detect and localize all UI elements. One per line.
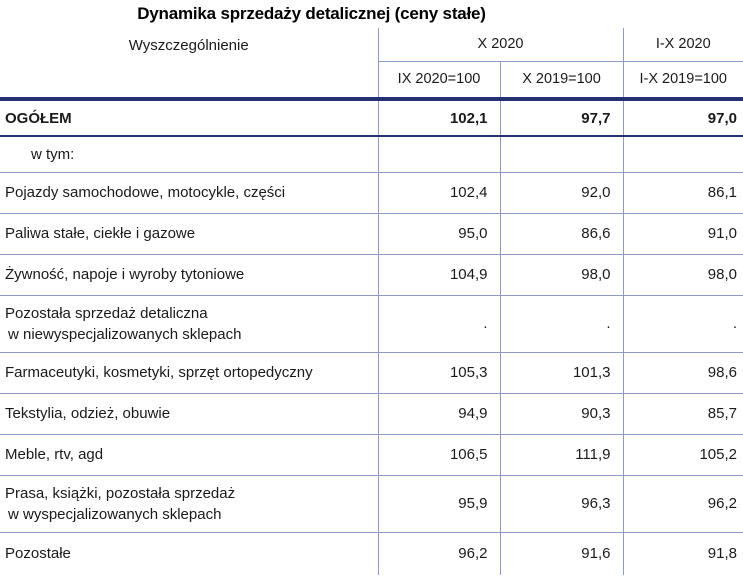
value-cell: .	[377, 295, 500, 353]
row-label: Prasa, książki, pozostała sprzedaż w wys…	[0, 475, 378, 533]
value-cell: 91,0	[622, 213, 743, 255]
row-label-line2: w niewyspecjalizowanych sklepach	[8, 325, 242, 343]
value-cell	[377, 136, 500, 173]
table-row: Paliwa stałe, ciekłe i gazowe 95,0 86,6 …	[0, 213, 743, 255]
retail-sales-table: Wyszczególnienie X 2020 I-X 2020 IX 2020…	[0, 28, 743, 575]
row-label: Pozostałe	[5, 545, 71, 563]
value-cell: 98,6	[622, 352, 743, 394]
column-header-x-2019-100: X 2019=100	[499, 61, 623, 101]
row-label: Pozostała sprzedaż detaliczna w niewyspe…	[0, 295, 378, 353]
column-group-x-2020: X 2020	[377, 28, 623, 62]
value-cell: 90,3	[499, 393, 623, 435]
title-area: Dynamika sprzedaży detalicznej (ceny sta…	[0, 0, 623, 28]
row-label-line2: w wyspecjalizowanych sklepach	[8, 505, 222, 523]
value-cell: 86,1	[622, 172, 743, 214]
table-row: Pozostałe 96,2 91,6 91,8	[0, 532, 743, 575]
value-cell	[499, 136, 623, 173]
value-cell: 96,2	[622, 475, 743, 533]
value-cell: 95,9	[377, 475, 500, 533]
value-cell: 105,2	[622, 434, 743, 476]
value-cell: 98,0	[622, 254, 743, 296]
value-cell: 85,7	[622, 393, 743, 435]
row-label: Tekstylia, odzież, obuwie	[0, 393, 378, 435]
value-cell: 106,5	[377, 434, 500, 476]
header-row-subcolumns: IX 2020=100 X 2019=100 I-X 2019=100	[0, 61, 743, 101]
value-cell: 104,9	[377, 254, 500, 296]
row-label: Pojazdy samochodowe, motocykle, części	[0, 172, 378, 214]
value-cell: 97,7	[499, 99, 623, 137]
value-cell: 96,2	[377, 532, 500, 575]
value-cell: .	[622, 295, 743, 353]
row-label: Meble, rtv, agd	[0, 434, 378, 476]
table-row-of-which: w tym:	[0, 136, 743, 173]
value-cell: 102,1	[377, 99, 500, 137]
table-row: Tekstylia, odzież, obuwie 94,9 90,3 85,7	[0, 393, 743, 435]
row-label: w tym:	[0, 136, 378, 173]
value-cell: 98,0	[499, 254, 623, 296]
row-label: Paliwa stałe, ciekłe i gazowe	[0, 213, 378, 255]
value-cell: 105,3	[377, 352, 500, 394]
column-header-ix-2020-100: IX 2020=100	[377, 61, 500, 101]
table-header: Wyszczególnienie X 2020 I-X 2020 IX 2020…	[0, 28, 743, 101]
table-title: Dynamika sprzedaży detalicznej (ceny sta…	[137, 4, 486, 23]
value-cell: 92,0	[499, 172, 623, 214]
row-label-line1: Pozostała sprzedaż detaliczna	[5, 304, 208, 322]
table-body: OGÓŁEM 102,1 97,7 97,0 w tym: Pojazdy sa…	[0, 99, 743, 575]
value-cell: 94,9	[377, 393, 500, 435]
table-row: Żywność, napoje i wyroby tytoniowe 104,9…	[0, 254, 743, 296]
value-cell: 97,0	[622, 99, 743, 137]
header-row-groups: Wyszczególnienie X 2020 I-X 2020	[0, 28, 743, 101]
table-row: Prasa, książki, pozostała sprzedaż w wys…	[0, 475, 743, 533]
value-cell: 91,8	[622, 532, 743, 575]
value-cell: 102,4	[377, 172, 500, 214]
value-cell: 96,3	[499, 475, 623, 533]
value-cell: .	[499, 295, 623, 353]
row-label: Farmaceutyki, kosmetyki, sprzęt ortopedy…	[0, 352, 378, 394]
table-row: Pojazdy samochodowe, motocykle, części 1…	[0, 172, 743, 214]
value-cell: 95,0	[377, 213, 500, 255]
table-row: Farmaceutyki, kosmetyki, sprzęt ortopedy…	[0, 352, 743, 394]
value-cell: 101,3	[499, 352, 623, 394]
column-header-i-x-2019-100: I-X 2019=100	[622, 61, 743, 101]
value-cell	[622, 136, 743, 173]
value-cell: 86,6	[499, 213, 623, 255]
value-cell: 91,6	[499, 532, 623, 575]
table-row-total: OGÓŁEM 102,1 97,7 97,0	[0, 99, 743, 137]
row-label: OGÓŁEM	[0, 99, 378, 137]
column-group-i-x-2020: I-X 2020	[622, 28, 743, 62]
table-row: Meble, rtv, agd 106,5 111,9 105,2	[0, 434, 743, 476]
value-cell: 111,9	[499, 434, 623, 476]
row-label-line1: Prasa, książki, pozostała sprzedaż	[5, 484, 236, 502]
row-label: Żywność, napoje i wyroby tytoniowe	[0, 254, 378, 296]
table-row: Pozostała sprzedaż detaliczna w niewyspe…	[0, 295, 743, 353]
column-header-specification: Wyszczególnienie	[0, 28, 378, 101]
